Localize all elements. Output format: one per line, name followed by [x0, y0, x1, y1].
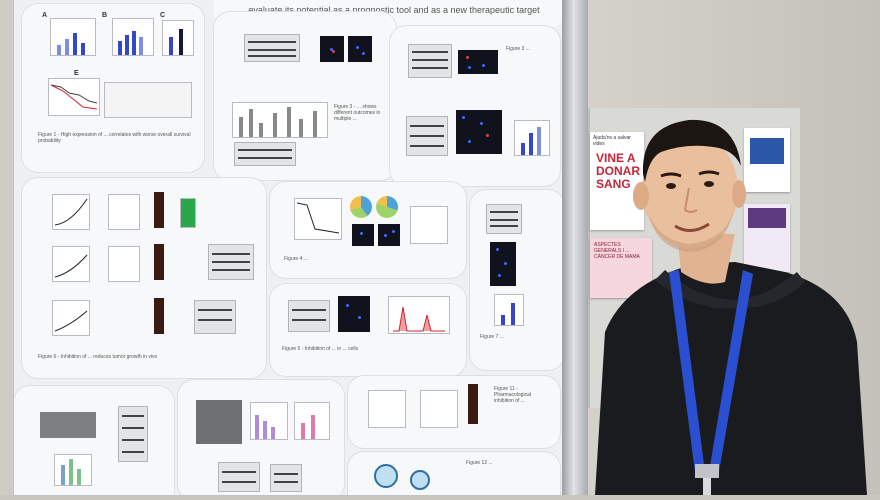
pie-chart-icon [350, 196, 372, 218]
cell-diagram-icon [374, 464, 398, 488]
western-blot-thumbnail [288, 300, 330, 332]
ihc-strip [468, 384, 478, 424]
blood-donation-flyer: Ajuda'ns a salvar vides VINE A DONAR SAN… [590, 132, 644, 230]
cell-diagram-icon [410, 470, 430, 490]
figure-caption: Figure 3 - ... shows different outcomes … [334, 104, 381, 122]
stats-table-thumbnail [104, 82, 192, 118]
chart-thumbnail [162, 20, 194, 56]
chart-thumbnail [514, 120, 550, 156]
scatter-thumbnail [420, 390, 458, 428]
event-flyer [744, 128, 790, 192]
poster-board-frame [562, 0, 588, 495]
ihc-strip [154, 192, 164, 228]
pie-chart-icon [376, 196, 398, 218]
figure-panel-7: Figure 7 ... [470, 190, 562, 370]
growth-curve-thumbnail [52, 194, 90, 230]
microscopy-thumbnail [378, 224, 400, 246]
figure-panel-6: Figure 5 - Inhibition of ... in ... cell… [270, 284, 466, 376]
western-blot-thumbnail [218, 462, 260, 492]
microscopy-thumbnail [352, 224, 374, 246]
chart-thumbnail [250, 402, 288, 440]
figure-caption: Figure 1 - High expression of ... correl… [38, 132, 191, 144]
panel-letter-b: B [102, 12, 108, 19]
western-blot-thumbnail [194, 300, 236, 334]
microscopy-thumbnail [40, 412, 96, 438]
histogram-thumbnail [388, 296, 450, 334]
western-blot-thumbnail [270, 464, 302, 492]
western-blot-thumbnail [234, 142, 296, 166]
ihc-strip [154, 298, 164, 334]
person-illustration [595, 119, 867, 495]
figure-caption: Figure 12 ... [466, 460, 493, 466]
figure-panel-9 [178, 380, 344, 495]
scatter-thumbnail [108, 246, 140, 282]
panel-letter-a: A [42, 12, 48, 19]
presenter-person [585, 112, 875, 495]
event-flyer [744, 204, 790, 272]
panel-letter-e: E [74, 70, 79, 77]
flyer-headline: VINE A DONAR SANG [596, 151, 640, 191]
green-bar-thumbnail [180, 198, 196, 228]
figure-caption: Figure 7 ... [480, 334, 504, 340]
flyer-pink-text: ASPECTES GENERALS I ... CÀNCER DE MAMA [594, 242, 640, 260]
western-blot-thumbnail [406, 116, 448, 156]
line-plot-thumbnail [410, 206, 448, 244]
figure-caption: Figure 6 - Inhibition of ... reduces tum… [38, 354, 158, 360]
microscopy-grid-thumbnail [458, 50, 498, 74]
scatter-thumbnail [108, 194, 140, 230]
scientific-poster: ... evaluate its potential as a prognost… [14, 0, 562, 495]
growth-curve-thumbnail [52, 246, 90, 282]
chart-thumbnail [112, 18, 154, 56]
figure-panel-3: Figure 3 ... [390, 26, 560, 186]
chart-thumbnail [494, 294, 524, 326]
figure-panel-1: A B C E Figure 1 - High expression of ..… [22, 4, 204, 172]
figure-panel-8 [14, 386, 174, 495]
microscopy-grid-thumbnail [490, 242, 516, 286]
figure-panel-4: Figure 6 - Inhibition of ... reduces tum… [22, 178, 266, 378]
figure-panel-5: Figure 4 ... [270, 182, 466, 278]
survival-curve-thumbnail [48, 78, 100, 116]
scatter-thumbnail [368, 390, 406, 428]
figure-caption: Figure 11 - Pharmacological inhibition o… [494, 386, 531, 404]
microscopy-thumbnail [196, 400, 242, 444]
growth-curve-thumbnail [52, 300, 90, 336]
western-blot-thumbnail [118, 406, 148, 462]
western-blot-thumbnail [208, 244, 254, 280]
microscopy-thumbnail [348, 36, 372, 62]
figure-panel-10: Figure 11 - Pharmacological inhibition o… [348, 376, 560, 448]
chart-thumbnail [232, 102, 328, 138]
chart-thumbnail [294, 402, 330, 440]
microscopy-grid-thumbnail [456, 110, 502, 154]
figure-caption: Figure 3 ... [506, 46, 530, 52]
microscopy-thumbnail [338, 296, 370, 332]
flyer-header: Ajuda'ns a salvar vides [593, 135, 631, 147]
figure-panel-11: Figure 12 ... [348, 452, 560, 495]
microscopy-thumbnail [320, 36, 344, 62]
western-blot-thumbnail [486, 204, 522, 234]
chart-thumbnail [54, 454, 92, 486]
figure-caption: Figure 5 - Inhibition of ... in ... cell… [282, 346, 359, 352]
line-plot-thumbnail [294, 198, 342, 240]
chart-thumbnail [50, 18, 96, 56]
western-blot-thumbnail [244, 34, 300, 62]
figure-panel-2: Figure 3 - ... shows different outcomes … [214, 12, 396, 180]
western-blot-thumbnail [408, 44, 452, 78]
figure-caption: Figure 4 ... [284, 256, 308, 262]
panel-letter-c: C [160, 12, 166, 19]
ihc-strip [154, 244, 164, 280]
